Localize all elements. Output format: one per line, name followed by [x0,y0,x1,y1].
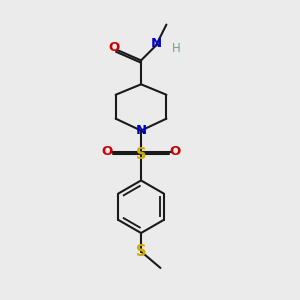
Text: N: N [150,37,161,50]
Text: S: S [136,147,146,162]
Text: O: O [108,41,119,54]
Text: O: O [101,145,112,158]
Text: N: N [136,124,147,137]
Text: O: O [170,145,181,158]
Text: S: S [136,244,146,259]
Text: H: H [172,42,180,55]
